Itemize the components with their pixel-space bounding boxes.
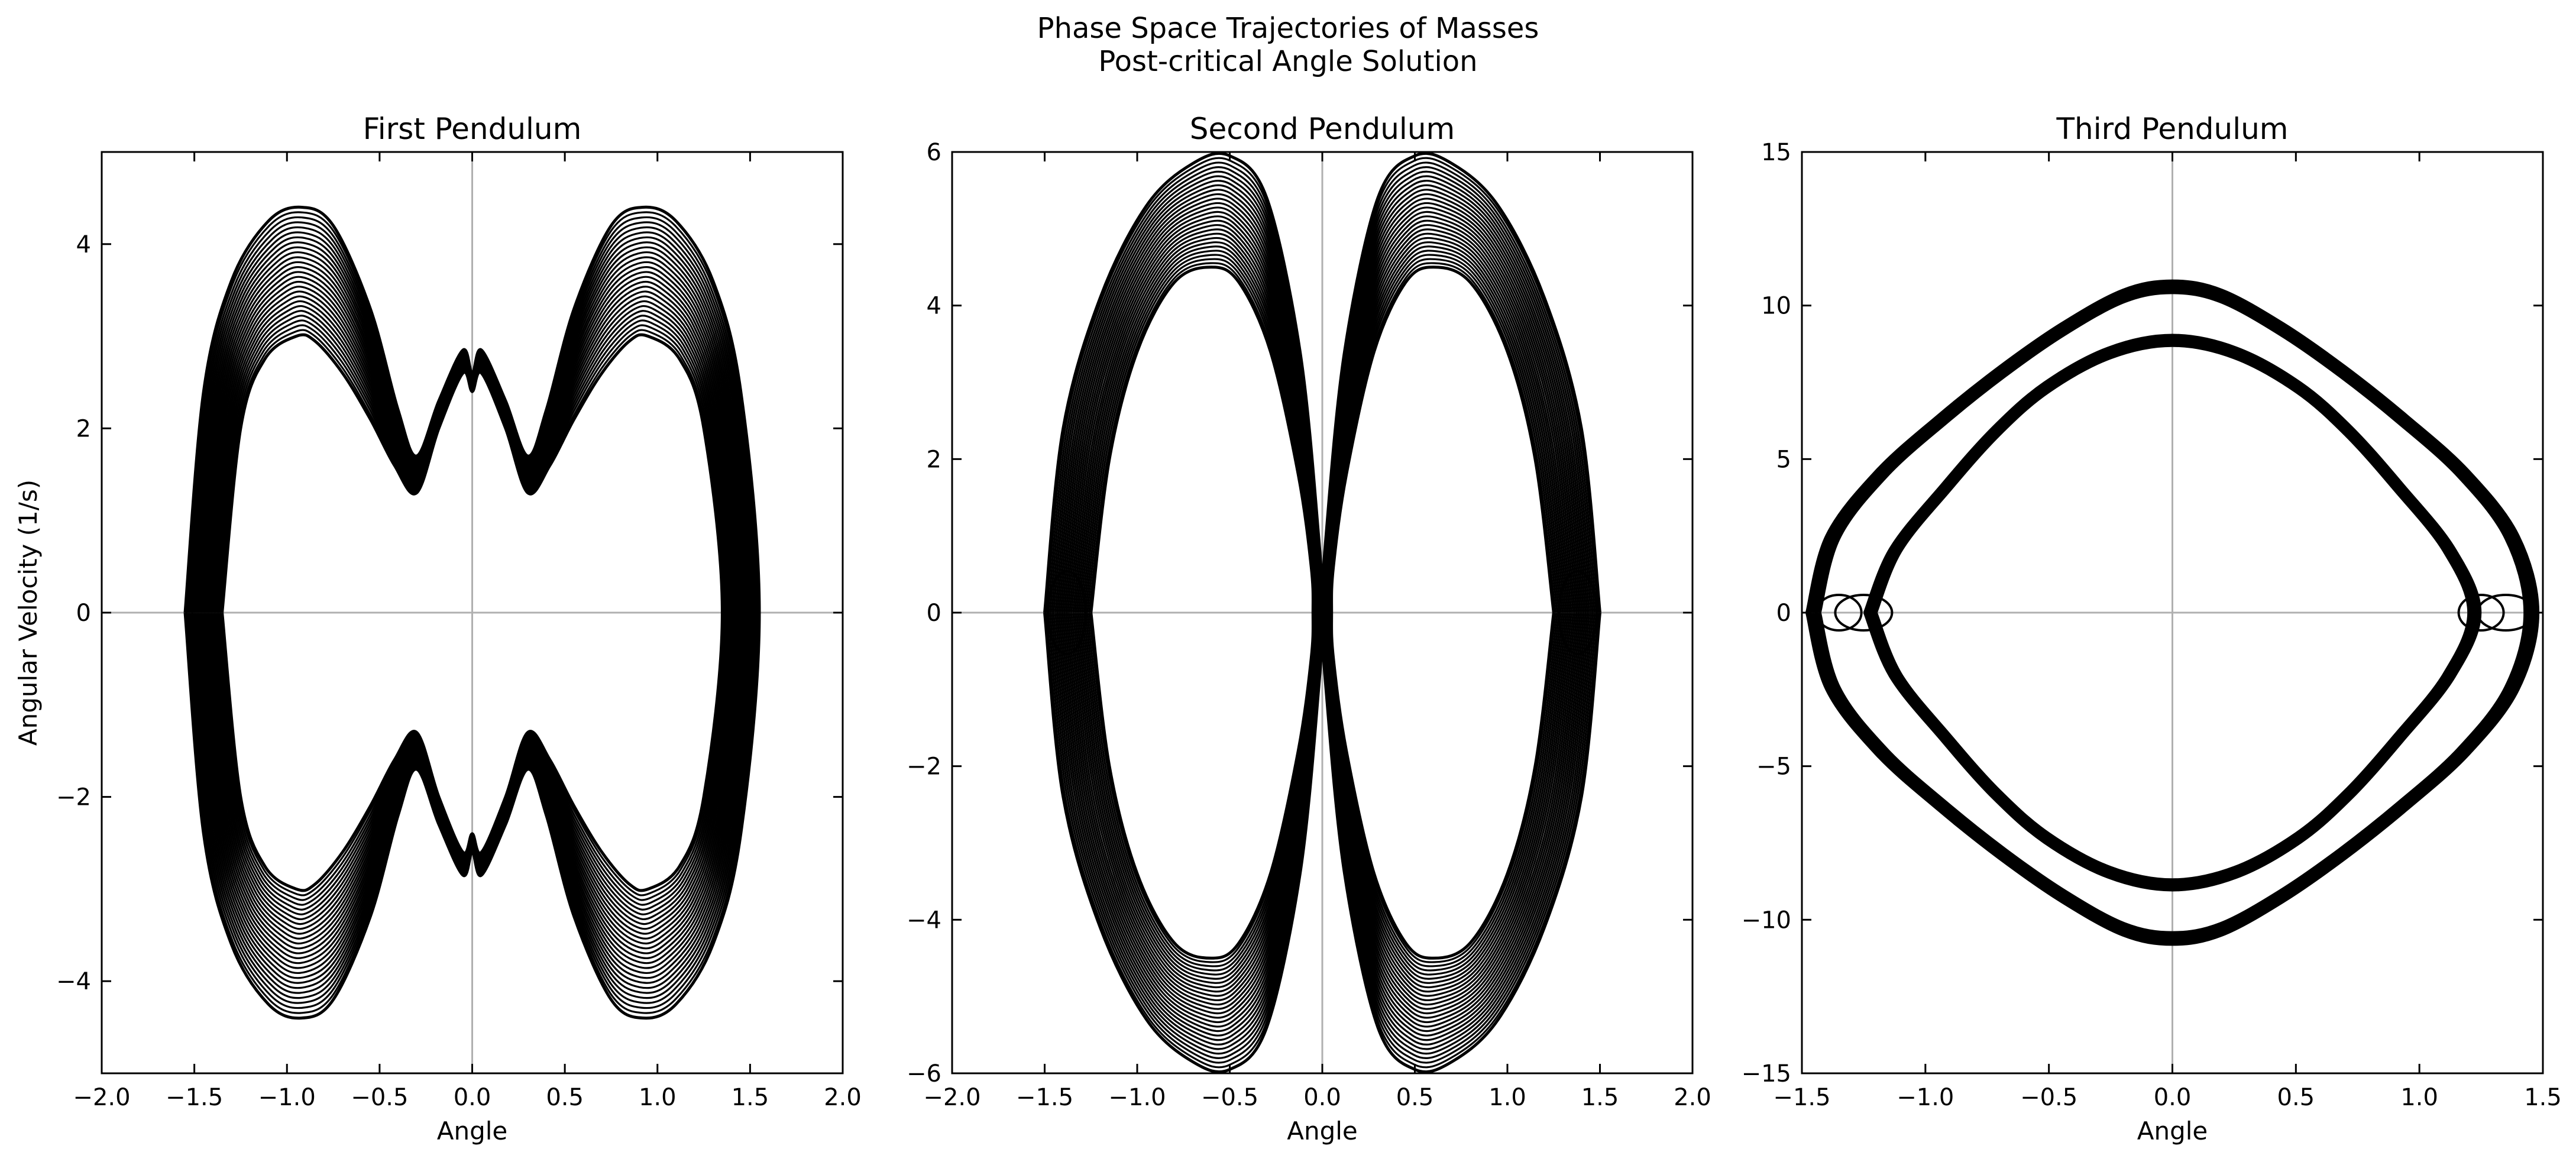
first-pendulum-trajectory-line — [206, 286, 738, 940]
first-pendulum-trajectory-line — [211, 300, 733, 925]
third-pendulum-title: Third Pendulum — [2056, 112, 2289, 146]
first-pendulum-panel: −2.0 −1.5 −1.0 −0.5 0.0 0.5 1.0 1.5 2.0 −4 −2 0 2 4 Fi… — [14, 112, 862, 1145]
first-pendulum-x-tick-label: −1.5 — [166, 1084, 223, 1111]
second-pendulum-x-tick-label: 0.5 — [1396, 1084, 1434, 1111]
third-pendulum-x-tick-label: 0.5 — [2277, 1084, 2315, 1111]
first-pendulum-y-tick-label: 0 — [76, 600, 91, 627]
second-pendulum-y-tick-label: −2 — [907, 753, 941, 781]
second-pendulum-x-tick-label: 1.0 — [1488, 1084, 1526, 1111]
second-pendulum-y-tick-label: 4 — [927, 293, 941, 320]
third-pendulum-trajectory-line — [1814, 287, 2531, 938]
third-pendulum-trajectory-line — [1815, 288, 2530, 937]
second-pendulum-trajectory-line — [1089, 266, 1315, 960]
third-pendulum-x-tick-label: −1.5 — [1773, 1084, 1830, 1111]
second-pendulum-y-tick-label: −6 — [907, 1060, 941, 1087]
first-pendulum-trajectories — [183, 205, 761, 1020]
first-pendulum-y-tick-label: 2 — [76, 415, 91, 442]
third-pendulum-trajectory-line — [1819, 292, 2526, 933]
first-pendulum-trajectory-line — [204, 276, 740, 950]
first-pendulum-trajectory-line — [202, 271, 742, 954]
second-pendulum-y-tick-label: 6 — [927, 139, 941, 166]
second-pendulum-x-tick-label: −1.0 — [1108, 1084, 1166, 1111]
second-pendulum-trajectory-line — [1330, 266, 1555, 960]
first-pendulum-trajectory-line — [212, 305, 732, 921]
third-pendulum-y-tick-label: 10 — [1761, 293, 1791, 320]
third-pendulum-trajectory-line — [1813, 286, 2532, 940]
first-pendulum-x-tick-label: 1.5 — [732, 1084, 769, 1111]
second-pendulum-x-tick-label: 2.0 — [1674, 1084, 1711, 1111]
first-pendulum-x-tick-label: −0.5 — [351, 1084, 408, 1111]
second-pendulum-x-tick-label: −0.5 — [1201, 1084, 1258, 1111]
first-pendulum-x-tick-label: −2.0 — [73, 1084, 130, 1111]
second-pendulum-y-tick-label: 0 — [927, 600, 941, 627]
first-pendulum-trajectory-line — [216, 319, 728, 906]
first-pendulum-title: First Pendulum — [363, 112, 582, 146]
third-pendulum-x-tick-label: 0.0 — [2154, 1084, 2192, 1111]
third-pendulum-turning-loop — [1834, 594, 1894, 632]
first-pendulum-trajectory-line — [221, 333, 724, 892]
first-pendulum-x-axis-label: Angle — [437, 1116, 508, 1145]
third-pendulum-panel: −1.5 −1.0 −0.5 0.0 0.5 1.0 1.5 −15 −10 −5 0 5 10 15 Th… — [1742, 112, 2562, 1145]
first-pendulum-x-tick-label: −1.0 — [258, 1084, 316, 1111]
second-pendulum-title: Second Pendulum — [1190, 112, 1455, 146]
third-pendulum-turning-loop — [2457, 594, 2505, 632]
first-pendulum-y-tick-label: 4 — [76, 231, 91, 258]
figure-title-line2: Post-critical Angle Solution — [1098, 45, 1477, 78]
third-pendulum-y-tick-label: 5 — [1776, 446, 1791, 473]
third-pendulum-trajectories — [1805, 279, 2540, 946]
second-pendulum-trajectories — [1043, 152, 1601, 1073]
third-pendulum-y-tick-label: 0 — [1776, 600, 1791, 627]
third-pendulum-y-tick-label: 15 — [1761, 139, 1791, 166]
first-pendulum-trajectory-line — [214, 310, 730, 915]
second-pendulum-y-tick-label: 2 — [927, 446, 941, 473]
first-pendulum-trajectory-line — [205, 280, 739, 945]
second-pendulum-x-tick-label: 0.0 — [1303, 1084, 1341, 1111]
third-pendulum-trajectory-line — [1818, 291, 2527, 934]
second-pendulum-panel: −2.0 −1.5 −1.0 −0.5 0.0 0.5 1.0 1.5 2.0 −6 −4 −2 0 2 4… — [907, 112, 1711, 1145]
third-pendulum-trajectory-line — [1811, 285, 2533, 940]
third-pendulum-y-tick-label: −5 — [1756, 753, 1791, 781]
second-pendulum-turning-loop — [1047, 570, 1088, 655]
third-pendulum-x-tick-label: −1.0 — [1897, 1084, 1954, 1111]
second-pendulum-x-tick-label: −1.5 — [1016, 1084, 1073, 1111]
second-pendulum-y-tick-label: −4 — [907, 907, 941, 934]
figure-title-line1: Phase Space Trajectories of Masses — [1037, 12, 1539, 45]
first-pendulum-x-tick-label: 1.0 — [639, 1084, 677, 1111]
third-pendulum-x-tick-label: 1.5 — [2524, 1084, 2562, 1111]
third-pendulum-y-tick-label: −10 — [1742, 907, 1791, 934]
third-pendulum-x-axis-label: Angle — [2137, 1116, 2208, 1145]
first-pendulum-y-axis-label: Angular Velocity (1/s) — [14, 480, 43, 746]
second-pendulum-turning-loop — [1557, 570, 1598, 655]
third-pendulum-x-tick-label: 1.0 — [2400, 1084, 2438, 1111]
third-pendulum-x-tick-label: −0.5 — [2020, 1084, 2077, 1111]
first-pendulum-trajectory-line — [215, 315, 729, 911]
second-pendulum-x-tick-label: 1.5 — [1581, 1084, 1619, 1111]
first-pendulum-x-tick-label: 2.0 — [824, 1084, 862, 1111]
first-pendulum-y-tick-label: −4 — [56, 968, 91, 995]
third-pendulum-y-tick-label: −15 — [1742, 1060, 1791, 1087]
third-pendulum-trajectory-line — [1874, 344, 2471, 882]
first-pendulum-x-tick-label: 0.5 — [546, 1084, 584, 1111]
first-pendulum-y-tick-label: −2 — [56, 784, 91, 811]
first-pendulum-trajectory-line — [208, 290, 736, 935]
third-pendulum-turning-loop — [1815, 594, 1863, 632]
first-pendulum-trajectory-line — [218, 324, 726, 901]
first-pendulum-trajectory-line — [209, 295, 735, 930]
second-pendulum-x-axis-label: Angle — [1287, 1116, 1358, 1145]
first-pendulum-x-tick-label: 0.0 — [454, 1084, 491, 1111]
third-pendulum-trajectory-line — [1817, 290, 2528, 936]
second-pendulum-x-tick-label: −2.0 — [923, 1084, 980, 1111]
